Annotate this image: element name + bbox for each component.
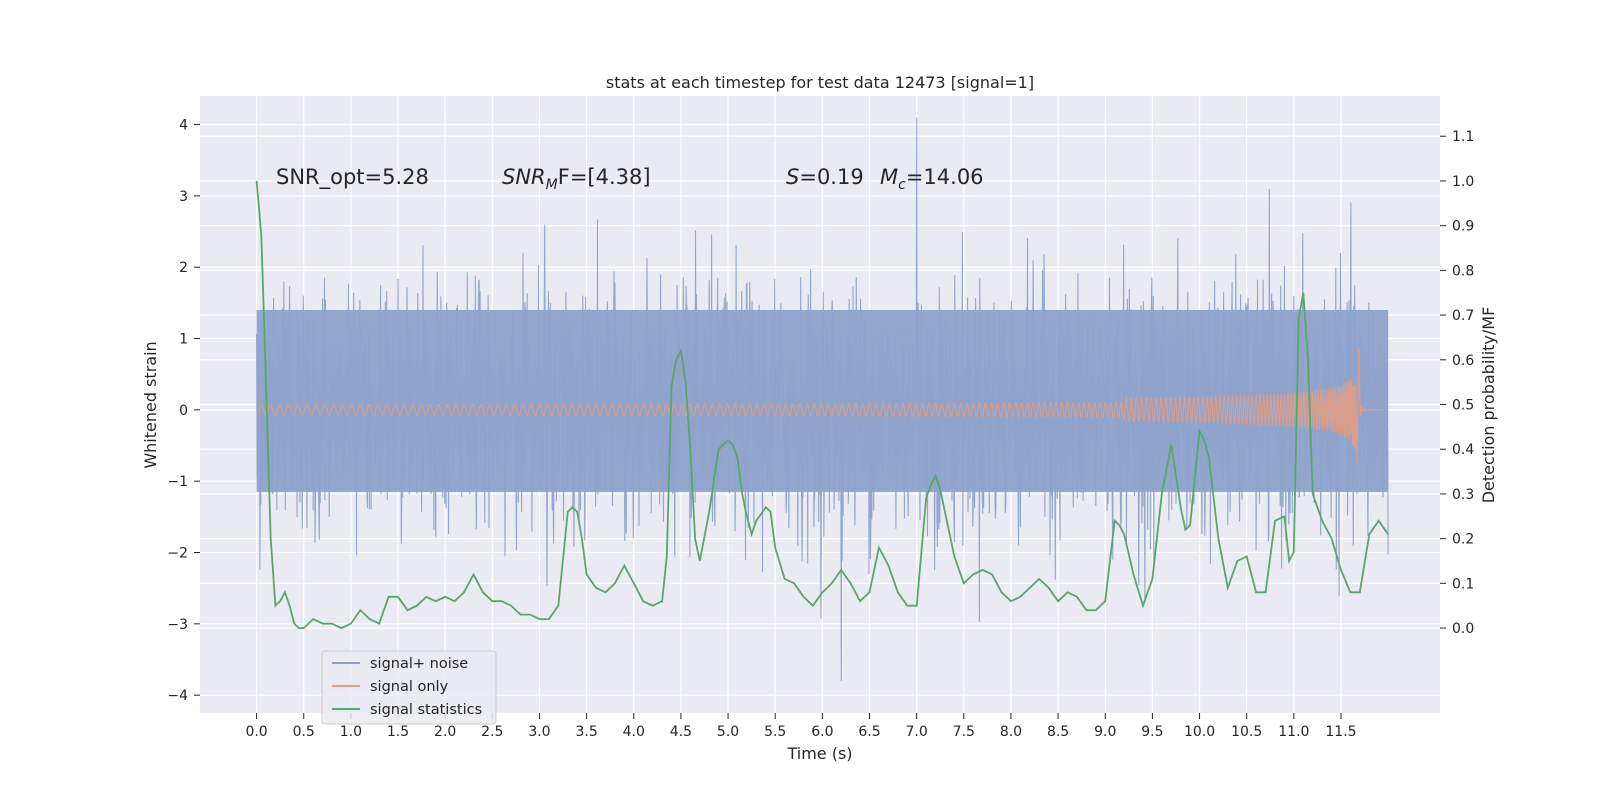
x-axis-ticks: 0.0 0.5 1.0 1.5 2.0 2.5 3.0 3.5 4.0 4.5 5.0 5.5 6.0 6… — [245, 713, 1357, 740]
y-tick-label: −1 — [167, 474, 188, 490]
y-axis-label: Whitened strain — [141, 341, 160, 468]
chart-title: stats at each timestep for test data 124… — [606, 73, 1034, 92]
x-tick-label: 2.5 — [481, 724, 503, 740]
y2-tick-label: 0.3 — [1452, 487, 1474, 503]
y2-tick-label: 0.5 — [1452, 398, 1474, 414]
y2-tick-label: 0.1 — [1452, 576, 1474, 592]
signal-noise-series — [256, 117, 1389, 681]
x-tick-label: 2.0 — [434, 724, 456, 740]
y2-axis-ticks: 0.0 0.1 0.2 0.3 0.4 0.5 0.6 0.7 0.8 0.9 1.0 1.1 — [1440, 129, 1474, 637]
x-tick-label: 1.5 — [387, 724, 409, 740]
y2-tick-label: 0.9 — [1452, 219, 1474, 235]
signal-noise-line — [256, 117, 1389, 681]
y2-tick-label: 0.4 — [1452, 442, 1474, 458]
x-tick-label: 6.5 — [858, 724, 880, 740]
annotations: SNR_opt=5.28 SNRMF=[4.38] S=0.19 Mc=14.0… — [276, 165, 984, 193]
x-tick-label: 8.0 — [1000, 724, 1022, 740]
y2-tick-label: 0.2 — [1452, 532, 1474, 548]
legend-label-signal-noise: signal+ noise — [370, 656, 468, 672]
x-tick-label: 3.0 — [528, 724, 550, 740]
annotation-s: S=0.19 — [786, 165, 864, 189]
y-tick-label: 0 — [179, 403, 188, 419]
y-tick-label: 3 — [179, 189, 188, 205]
y-tick-label: −3 — [167, 617, 188, 633]
y2-tick-label: 0.8 — [1452, 263, 1474, 279]
x-tick-label: 0.5 — [293, 724, 315, 740]
x-tick-label: 8.5 — [1047, 724, 1069, 740]
y-tick-label: 4 — [179, 118, 188, 134]
signal-statistics-series — [255, 180, 1389, 630]
y2-tick-label: 0.0 — [1452, 621, 1474, 637]
x-tick-label: 10.0 — [1184, 724, 1215, 740]
x-tick-label: 10.5 — [1231, 724, 1262, 740]
annotation-snr-opt: SNR_opt=5.28 — [276, 165, 429, 190]
x-tick-label: 11.5 — [1325, 724, 1356, 740]
x-tick-label: 0.0 — [245, 724, 267, 740]
x-tick-label: 6.0 — [811, 724, 833, 740]
y2-tick-label: 0.7 — [1452, 308, 1474, 324]
x-tick-label: 9.0 — [1094, 724, 1116, 740]
x-tick-label: 3.5 — [575, 724, 597, 740]
y-axis-ticks: −4 −3 −2 −1 0 1 2 3 4 — [167, 118, 200, 704]
legend: signal+ noise signal only signal statist… — [321, 650, 497, 725]
y-tick-label: 2 — [179, 260, 188, 276]
annotation-snr-mf: SNRMF=[4.38] — [502, 165, 651, 193]
x-tick-label: 7.5 — [953, 724, 975, 740]
y-tick-label: −2 — [167, 546, 188, 562]
y2-tick-label: 1.1 — [1452, 129, 1474, 145]
legend-label-signal-only: signal only — [370, 679, 449, 695]
x-tick-label: 9.5 — [1141, 724, 1163, 740]
y2-tick-label: 0.6 — [1452, 353, 1474, 369]
x-tick-label: 5.5 — [764, 724, 786, 740]
x-tick-label: 11.0 — [1278, 724, 1309, 740]
signal-statistics-line — [255, 180, 1389, 630]
legend-label-signal-statistics: signal statistics — [370, 702, 482, 718]
x-axis-label: Time (s) — [786, 744, 852, 763]
x-tick-label: 5.0 — [717, 724, 739, 740]
annotation-mc: Mc=14.06 — [880, 165, 984, 193]
x-tick-label: 4.0 — [623, 724, 645, 740]
y2-axis-label: Detection probability/MF — [1479, 307, 1498, 504]
legend-box — [321, 650, 497, 725]
y2-tick-label: 1.0 — [1452, 174, 1474, 190]
y-tick-label: −4 — [167, 688, 188, 704]
x-tick-label: 4.5 — [670, 724, 692, 740]
signal-only-series — [256, 346, 1384, 464]
x-tick-label: 7.0 — [906, 724, 928, 740]
signal-only-line — [256, 346, 1384, 464]
y-tick-label: 1 — [179, 332, 188, 348]
x-tick-label: 1.0 — [340, 724, 362, 740]
